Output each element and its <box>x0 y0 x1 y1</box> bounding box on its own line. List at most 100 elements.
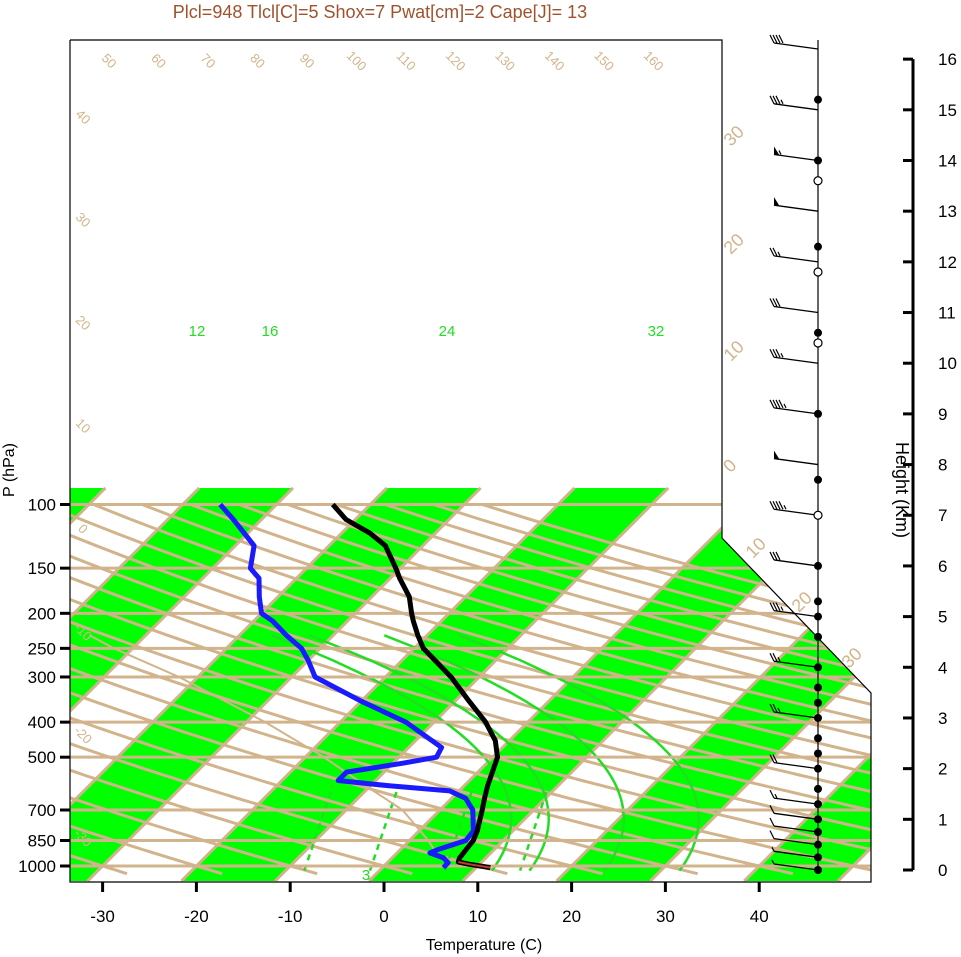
dry-adiabat <box>70 503 223 876</box>
barb-flag <box>772 348 778 358</box>
isotherm-label: 130 <box>492 48 518 74</box>
wind-dot <box>814 561 822 570</box>
wind-barb <box>773 42 819 50</box>
height-tick-label: 9 <box>938 405 947 424</box>
right-label: 20 <box>720 230 748 258</box>
isotherm-label: 60 <box>148 50 169 71</box>
wind-dot <box>814 800 822 809</box>
barb-flag <box>769 754 775 763</box>
barb-flag <box>769 703 775 713</box>
isotherm-line <box>180 486 576 882</box>
mixing-ratio-label: 24 <box>439 323 456 340</box>
p-tick-label: 1000 <box>18 857 56 876</box>
dry-adiabat <box>70 503 871 876</box>
height-tick-label: 16 <box>938 50 957 69</box>
isotherm-band <box>70 487 481 881</box>
p-tick-label: 500 <box>28 748 56 767</box>
barb-flag <box>772 602 778 611</box>
wind-barb <box>773 797 819 805</box>
dry-adiabat <box>70 503 794 876</box>
y-axis-title: P (hPa) <box>1 443 18 497</box>
barb-half-flag <box>774 793 778 799</box>
p-tick-label: 200 <box>28 604 56 623</box>
barb-flag <box>769 789 775 799</box>
p-tick-label: 400 <box>28 713 56 732</box>
barb-flag <box>775 298 781 307</box>
dewpoint-profile <box>218 502 476 870</box>
barb-flag <box>769 551 775 561</box>
right-label: 10 <box>720 337 748 365</box>
isotherm-label: 80 <box>247 50 268 71</box>
right-label: 10 <box>742 534 770 562</box>
barb-flag <box>778 34 784 44</box>
wind-barb <box>773 305 819 314</box>
wind-dot <box>814 840 822 849</box>
wind-dot <box>814 853 822 862</box>
barb-flag <box>769 830 775 839</box>
height-tick-label: 13 <box>938 202 957 221</box>
adiabat-label: 20 <box>73 312 94 333</box>
mixing-ratio-label: 16 <box>262 323 279 340</box>
barb-flag <box>778 500 784 510</box>
dry-adiabat <box>70 503 871 876</box>
mixing-ratio-line <box>443 785 475 872</box>
barb-flag <box>769 34 775 44</box>
isotherm-band <box>744 487 871 881</box>
height-tick-label: 4 <box>938 658 947 677</box>
barb-pennant <box>774 197 779 206</box>
mixing-ratio-line <box>303 785 335 872</box>
isotherm-band <box>70 487 294 881</box>
wind-barb <box>773 255 819 263</box>
barb-half-flag <box>777 657 781 662</box>
x-tick-label: 10 <box>468 907 487 926</box>
dry-adiabat <box>70 503 508 876</box>
wind-dot <box>814 866 822 874</box>
barb-flag <box>772 754 778 763</box>
wind-dot <box>814 713 822 722</box>
isotherm-label: 70 <box>198 50 219 71</box>
isotherm-label: 110 <box>394 48 419 73</box>
wind-barb <box>773 660 819 668</box>
wind-barb <box>773 356 819 364</box>
isotherm-line <box>70 486 201 882</box>
barb-pennant <box>774 450 779 459</box>
dry-adiabat <box>70 503 603 876</box>
wind-barb <box>773 103 819 111</box>
barb-flag <box>775 500 781 510</box>
dry-adiabat <box>287 503 871 876</box>
barb-half-flag <box>783 504 787 510</box>
barb-flag <box>775 602 781 611</box>
moist-adiabat <box>271 634 513 872</box>
chart-title: Plcl=948 Tlcl[C]=5 Shox=7 Pwat[cm]=2 Cap… <box>173 2 587 22</box>
height-tick-label: 10 <box>938 354 957 373</box>
x-tick-label: -30 <box>90 907 115 926</box>
height-tick-label: 1 <box>938 810 947 829</box>
wind-dot <box>814 784 822 793</box>
barb-pennant <box>774 146 779 155</box>
profiles <box>89 502 500 871</box>
barb-flag <box>772 247 778 257</box>
barb-flag <box>769 348 775 358</box>
wind-barb <box>773 407 819 415</box>
isotherm-line <box>649 486 871 882</box>
isotherm-line <box>274 486 670 882</box>
height-tick-label: 7 <box>938 506 947 525</box>
dry-adiabat <box>70 503 871 876</box>
height-tick-label: 15 <box>938 101 957 120</box>
wind-dot <box>814 328 822 337</box>
x-tick-label: 20 <box>562 907 581 926</box>
p-tick-label: 150 <box>28 559 56 578</box>
adiabat-label: 10 <box>73 415 94 436</box>
x-axis-title: Temperature (C) <box>426 937 542 954</box>
barb-flag <box>775 348 781 358</box>
temperature-profile <box>330 502 500 871</box>
y-axis: 100 150 200 250 300 400 500 700 850 1000 <box>18 496 70 876</box>
wind-dot <box>814 475 822 484</box>
barb-half-flag <box>780 606 784 611</box>
wind-open-dot <box>813 510 823 520</box>
barb-flag <box>772 653 778 662</box>
wind-open-dot <box>813 176 823 186</box>
wind-dot <box>814 683 822 692</box>
